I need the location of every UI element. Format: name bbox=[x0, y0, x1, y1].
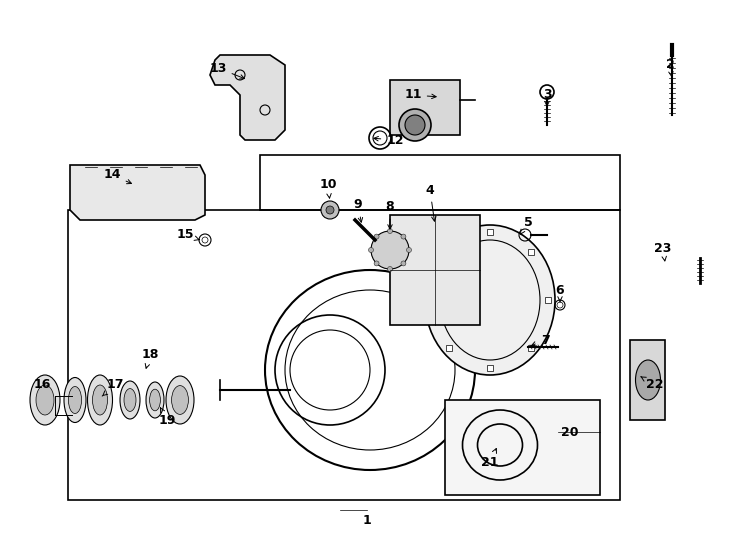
Text: 14: 14 bbox=[103, 168, 131, 184]
Text: 21: 21 bbox=[482, 449, 498, 469]
Circle shape bbox=[399, 109, 431, 141]
Ellipse shape bbox=[636, 360, 661, 400]
Circle shape bbox=[388, 228, 393, 233]
Ellipse shape bbox=[425, 225, 555, 375]
Circle shape bbox=[388, 267, 393, 272]
Text: 3: 3 bbox=[542, 89, 551, 106]
Circle shape bbox=[374, 261, 379, 266]
Circle shape bbox=[401, 234, 406, 239]
Circle shape bbox=[374, 234, 379, 239]
Bar bbox=[487, 365, 493, 371]
Bar bbox=[446, 345, 452, 351]
Circle shape bbox=[407, 247, 412, 253]
Text: 22: 22 bbox=[641, 377, 664, 392]
Ellipse shape bbox=[371, 231, 409, 269]
Bar bbox=[390, 80, 460, 135]
Text: 12: 12 bbox=[374, 133, 404, 146]
Ellipse shape bbox=[146, 382, 164, 418]
Ellipse shape bbox=[92, 385, 107, 415]
Circle shape bbox=[401, 261, 406, 266]
Text: 16: 16 bbox=[33, 379, 51, 392]
Text: 10: 10 bbox=[319, 179, 337, 198]
Circle shape bbox=[321, 201, 339, 219]
Text: 7: 7 bbox=[531, 334, 549, 347]
Text: 17: 17 bbox=[102, 379, 124, 396]
Text: 6: 6 bbox=[556, 284, 564, 302]
Circle shape bbox=[368, 247, 374, 253]
Bar bbox=[528, 249, 534, 255]
Circle shape bbox=[326, 206, 334, 214]
Text: 9: 9 bbox=[354, 199, 363, 222]
Bar bbox=[446, 249, 452, 255]
Text: 4: 4 bbox=[426, 184, 436, 221]
Text: 5: 5 bbox=[520, 215, 532, 234]
Ellipse shape bbox=[30, 375, 60, 425]
Ellipse shape bbox=[68, 387, 81, 414]
Text: 11: 11 bbox=[404, 89, 436, 102]
Text: 8: 8 bbox=[385, 200, 394, 229]
Text: 18: 18 bbox=[142, 348, 159, 368]
Ellipse shape bbox=[150, 389, 161, 411]
Text: 15: 15 bbox=[176, 228, 200, 241]
Text: 2: 2 bbox=[666, 58, 675, 77]
Text: 1: 1 bbox=[363, 514, 371, 526]
Circle shape bbox=[405, 115, 425, 135]
Ellipse shape bbox=[64, 377, 86, 422]
Bar bbox=[445, 400, 600, 495]
Bar bbox=[390, 215, 480, 325]
Bar bbox=[545, 297, 551, 303]
Text: 20: 20 bbox=[562, 426, 578, 438]
Bar bbox=[487, 229, 493, 235]
Ellipse shape bbox=[124, 389, 136, 411]
Ellipse shape bbox=[87, 375, 112, 425]
Text: 13: 13 bbox=[209, 62, 244, 79]
Polygon shape bbox=[210, 55, 285, 140]
Bar bbox=[429, 297, 435, 303]
Bar bbox=[528, 345, 534, 351]
Text: 23: 23 bbox=[654, 241, 672, 261]
Polygon shape bbox=[70, 165, 205, 220]
Text: 19: 19 bbox=[159, 408, 175, 427]
Bar bbox=[630, 340, 665, 420]
Ellipse shape bbox=[172, 386, 189, 414]
Ellipse shape bbox=[120, 381, 140, 419]
Ellipse shape bbox=[166, 376, 194, 424]
Ellipse shape bbox=[36, 385, 54, 415]
